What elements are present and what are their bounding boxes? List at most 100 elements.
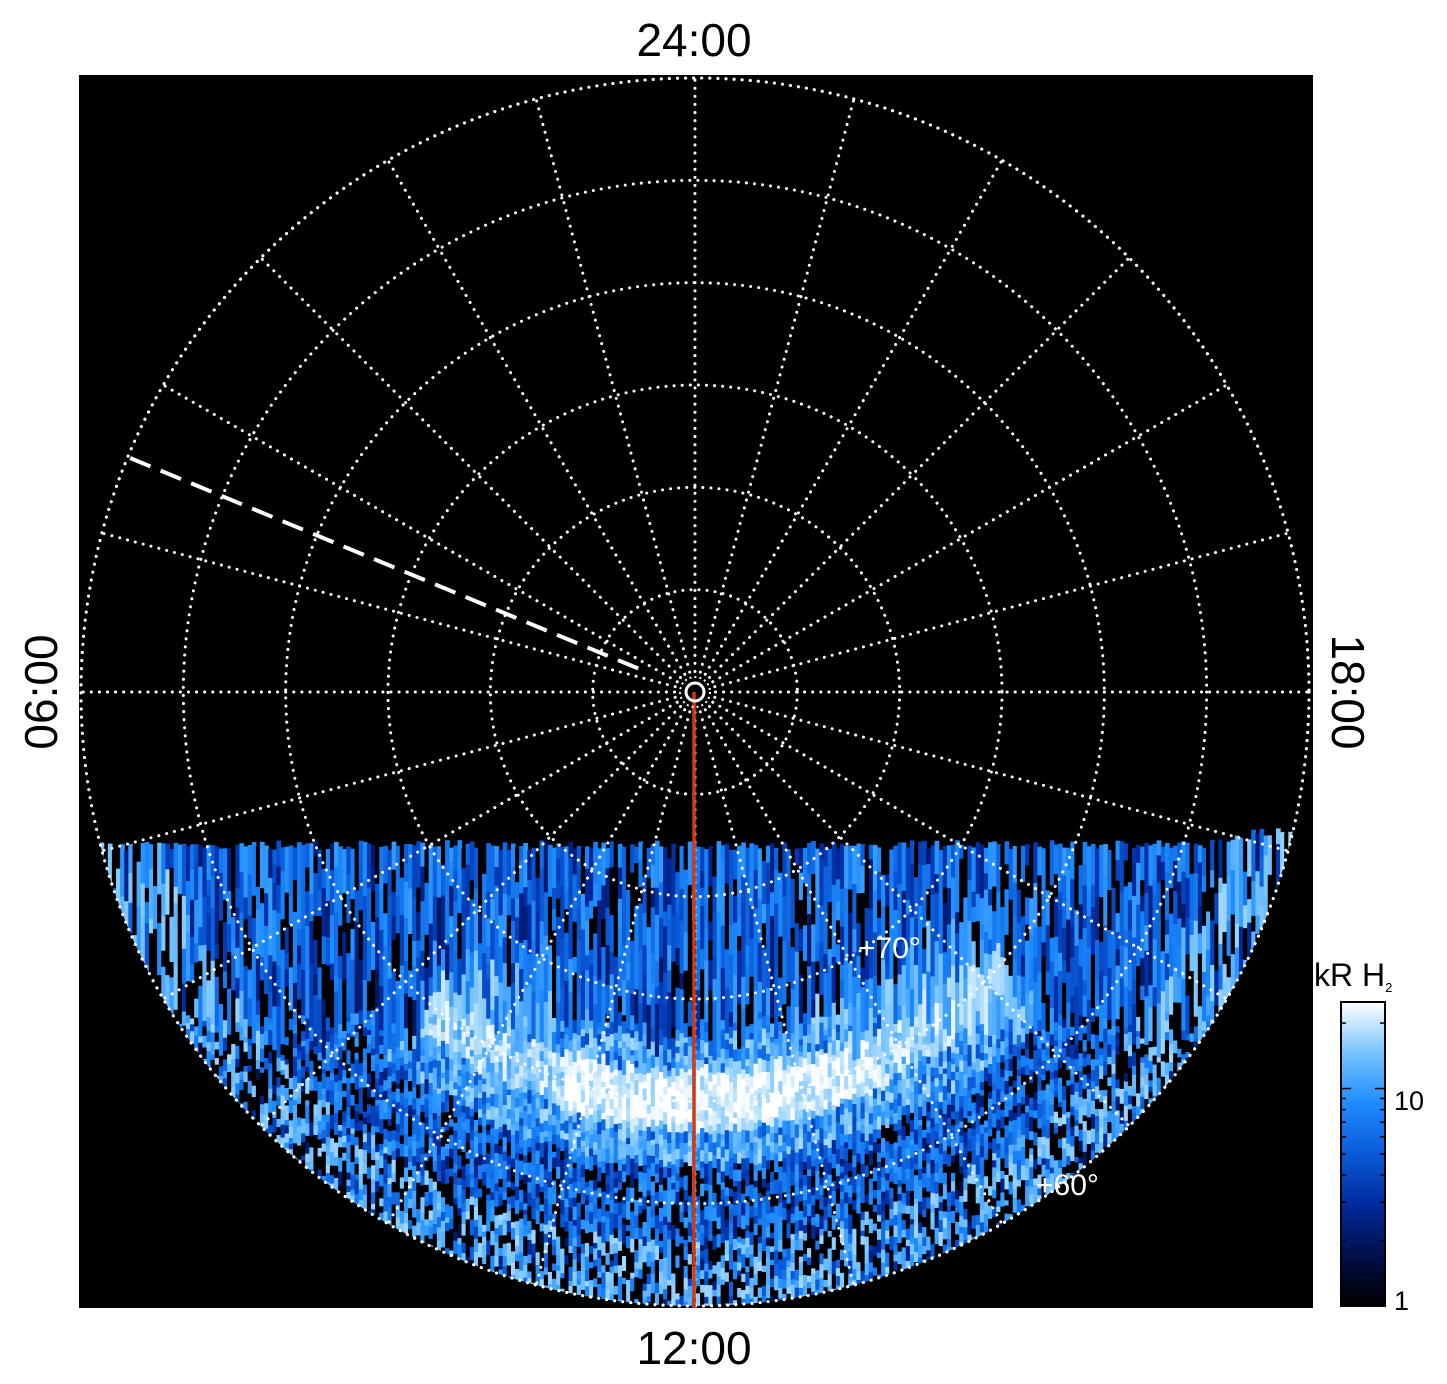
emission-pixel xyxy=(646,1190,652,1197)
emission-pixel xyxy=(305,843,310,869)
emission-pixel xyxy=(379,1212,384,1226)
emission-pixel xyxy=(379,1133,384,1145)
emission-pixel xyxy=(387,1155,393,1165)
emission-pixel xyxy=(486,1018,491,1026)
emission-pixel xyxy=(482,1217,487,1226)
emission-pixel xyxy=(626,1254,631,1268)
emission-pixel xyxy=(395,1179,401,1193)
emission-pixel xyxy=(366,1081,372,1092)
emission-pixel xyxy=(391,1130,397,1141)
emission-pixel xyxy=(564,1221,570,1232)
emission-pixel xyxy=(482,1057,487,1069)
emission-pixel xyxy=(580,1152,586,1166)
emission-pixel xyxy=(436,1181,442,1192)
emission-pixel xyxy=(297,1117,302,1127)
emission-pixel xyxy=(440,1160,446,1174)
emission-pixel xyxy=(527,1090,533,1105)
emission-pixel xyxy=(490,1245,496,1257)
emission-pixel xyxy=(321,1107,327,1116)
emission-pixel xyxy=(412,966,417,1001)
emission-pixel xyxy=(190,981,195,1011)
emission-pixel xyxy=(338,1092,343,1099)
emission-pixel xyxy=(564,1170,570,1185)
emission-pixel xyxy=(124,850,129,902)
emission-pixel xyxy=(194,1026,199,1037)
emission-pixel xyxy=(482,1244,487,1259)
emission-pixel xyxy=(482,1132,487,1144)
emission-pixel xyxy=(313,1046,319,1055)
emission-pixel xyxy=(288,1045,294,1061)
emission-pixel xyxy=(584,1281,590,1287)
emission-pixel xyxy=(494,1049,500,1057)
emission-pixel xyxy=(428,1072,434,1084)
emission-pixel xyxy=(264,893,269,927)
emission-pixel xyxy=(461,1189,467,1204)
emission-pixel xyxy=(449,916,454,937)
emission-pixel xyxy=(564,1231,570,1239)
emission-pixel xyxy=(539,1157,545,1165)
emission-pixel xyxy=(506,1089,512,1096)
emission-pixel xyxy=(547,1125,553,1133)
emission-pixel xyxy=(231,940,236,956)
emission-pixel xyxy=(255,1014,261,1023)
emission-pixel xyxy=(638,1054,644,1065)
emission-pixel xyxy=(428,923,434,979)
emission-pixel xyxy=(523,887,528,908)
emission-pixel xyxy=(584,1205,590,1212)
emission-pixel xyxy=(461,1057,467,1066)
emission-pixel xyxy=(436,1191,442,1204)
emission-pixel xyxy=(482,1047,487,1058)
emission-pixel xyxy=(313,1024,319,1037)
emission-pixel xyxy=(424,1140,430,1154)
emission-pixel xyxy=(515,1246,520,1256)
emission-pixel xyxy=(202,1021,208,1028)
emission-pixel xyxy=(362,1099,368,1113)
emission-pixel xyxy=(440,1197,446,1213)
emission-pixel xyxy=(519,1154,524,1162)
emission-pixel xyxy=(366,1053,372,1059)
emission-pixel xyxy=(383,1153,389,1161)
emission-pixel xyxy=(428,1178,434,1193)
emission-pixel xyxy=(679,989,685,1034)
emission-pixel xyxy=(391,1107,397,1115)
emission-pixel xyxy=(494,1234,500,1243)
emission-pixel xyxy=(346,999,352,1018)
emission-pixel xyxy=(202,1035,208,1049)
emission-pixel xyxy=(531,1058,537,1069)
emission-pixel xyxy=(424,1224,430,1237)
emission-pixel xyxy=(445,1241,450,1249)
emission-pixel xyxy=(222,1071,228,1079)
emission-pixel xyxy=(198,985,203,1038)
emission-pixel xyxy=(424,1063,430,1073)
emission-pixel xyxy=(477,1026,483,1040)
emission-pixel xyxy=(609,1022,615,1035)
emission-pixel xyxy=(519,942,524,970)
emission-pixel xyxy=(338,1157,343,1173)
emission-pixel xyxy=(383,1147,389,1154)
emission-pixel xyxy=(403,1115,409,1129)
emission-pixel xyxy=(663,1190,668,1204)
emission-pixel xyxy=(634,1262,640,1269)
emission-pixel xyxy=(642,1274,648,1285)
emission-pixel xyxy=(268,1063,273,1070)
emission-pixel xyxy=(272,910,278,963)
emission-pixel xyxy=(420,950,426,982)
emission-pixel xyxy=(506,1130,512,1144)
emission-pixel xyxy=(297,1088,302,1099)
emission-pixel xyxy=(490,1093,496,1107)
emission-pixel xyxy=(432,1038,438,1049)
emission-pixel xyxy=(383,883,389,914)
emission-pixel xyxy=(202,1308,207,1318)
emission-pixel xyxy=(523,1209,528,1216)
emission-pixel xyxy=(288,1018,294,1031)
emission-pixel xyxy=(498,1022,504,1032)
emission-pixel xyxy=(198,866,203,893)
emission-pixel xyxy=(576,994,582,1036)
emission-pixel xyxy=(535,910,541,958)
emission-pixel xyxy=(556,1086,561,1099)
emission-pixel xyxy=(420,1147,426,1155)
emission-pixel xyxy=(506,1118,512,1126)
emission-pixel xyxy=(626,890,631,941)
emission-pixel xyxy=(379,1144,384,1151)
emission-pixel xyxy=(132,845,138,885)
